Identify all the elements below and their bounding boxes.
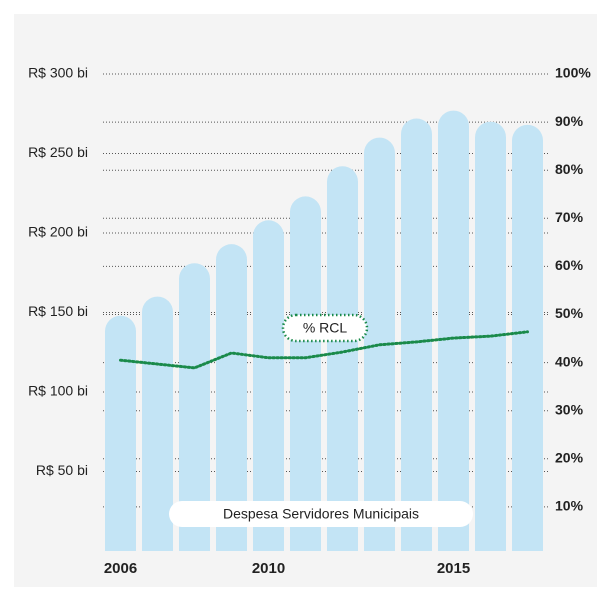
- y2-tick-label: 80%: [555, 161, 584, 177]
- y2-tick-label: 50%: [555, 305, 584, 321]
- y2-tick-label: 10%: [555, 498, 584, 514]
- y-tick-label: R$ 200 bi: [28, 224, 88, 240]
- legend-label: % RCL: [303, 320, 348, 336]
- y-tick-label: R$ 300 bi: [28, 65, 88, 81]
- y2-tick-label: 20%: [555, 450, 584, 466]
- y2-tick-label: 60%: [555, 257, 584, 273]
- y-tick-label: R$ 250 bi: [28, 144, 88, 160]
- x-tick-label: 2010: [252, 560, 285, 577]
- y2-tick-label: 40%: [555, 353, 584, 369]
- y-tick-label: R$ 50 bi: [36, 462, 88, 478]
- bar: [142, 296, 173, 551]
- y-tick-label: R$ 100 bi: [28, 383, 88, 399]
- bar: [290, 196, 321, 551]
- y-tick-label: R$ 150 bi: [28, 303, 88, 319]
- legend-pill: [281, 313, 369, 343]
- bar: [179, 263, 210, 551]
- line: [119, 330, 529, 370]
- bar: [253, 220, 284, 551]
- bar: [401, 118, 432, 551]
- bar: [216, 244, 247, 551]
- y2-tick-label: 70%: [555, 209, 584, 225]
- bar: [438, 110, 469, 551]
- y2-tick-label: 100%: [555, 65, 591, 81]
- y2-tick-label: 30%: [555, 401, 584, 417]
- bar: [105, 315, 136, 551]
- bar: [512, 124, 543, 551]
- x-tick-label: 2015: [437, 560, 470, 577]
- bar: [327, 166, 358, 552]
- legend-pill: [169, 501, 473, 527]
- y2-tick-label: 90%: [555, 113, 584, 129]
- x-tick-label: 2006: [104, 560, 137, 577]
- legend-label: Despesa Servidores Municipais: [223, 506, 419, 522]
